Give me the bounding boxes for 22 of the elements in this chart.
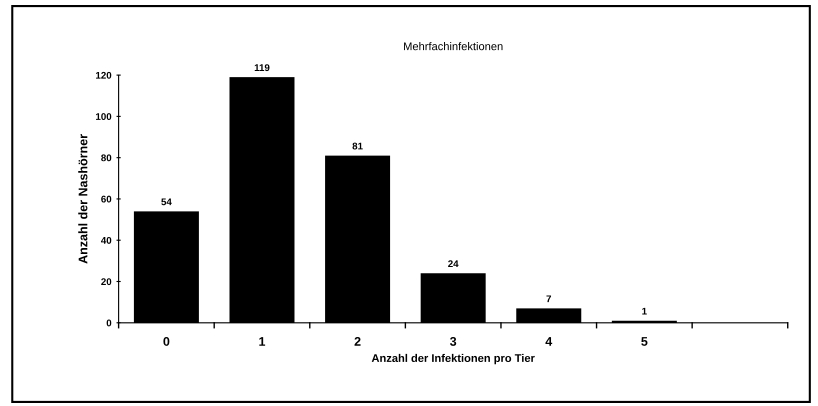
y-axis-title: Anzahl der Nashörner	[78, 134, 88, 264]
x-tick-label: 3	[450, 336, 456, 346]
y-tick-label: 0	[106, 320, 112, 326]
data-label: 81	[352, 142, 363, 150]
x-tick-label: 0	[163, 336, 170, 346]
x-tick-label: 4	[545, 337, 552, 346]
x-tick-label: 2	[354, 336, 361, 346]
y-tick-label: 60	[101, 196, 112, 203]
data-label: 54	[161, 198, 172, 206]
chart-title: Mehrfachinfektionen	[404, 42, 502, 50]
y-tick-label: 80	[101, 154, 112, 162]
y-tick-label: 40	[101, 236, 112, 244]
x-axis-title: Anzahl der Infektionen pro Tier	[372, 354, 535, 364]
data-label: 1	[642, 308, 647, 315]
x-tick-label: 5	[641, 337, 648, 346]
data-label: 7	[546, 295, 552, 302]
x-tick-label: 1	[259, 337, 266, 346]
data-label: 24	[448, 260, 459, 268]
y-tick-label: 100	[96, 113, 112, 120]
y-tick-label: 120	[96, 72, 112, 79]
data-label: 119	[254, 64, 270, 72]
y-tick-label: 20	[101, 278, 112, 286]
